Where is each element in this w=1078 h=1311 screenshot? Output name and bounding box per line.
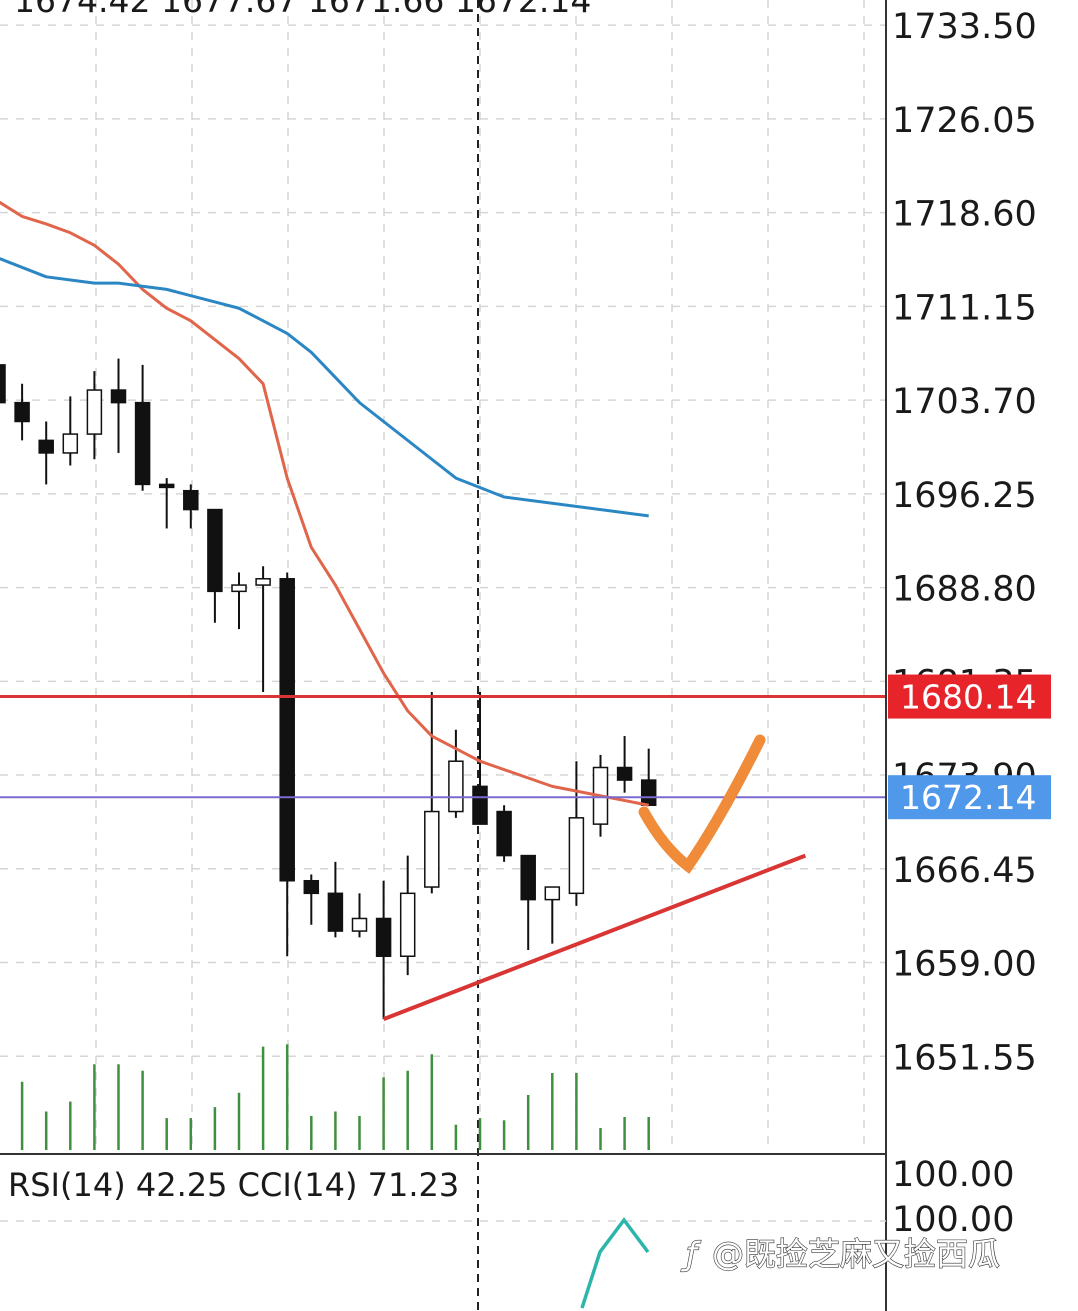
candle[interactable] — [183, 484, 199, 529]
indicator-label: RSI(14) 42.25 CCI(14) 71.23 — [8, 1166, 459, 1204]
candle-body — [255, 578, 271, 586]
ma-slow-line — [0, 257, 649, 518]
candle[interactable] — [38, 421, 54, 485]
y-tick-label: 1666.45 — [892, 851, 1037, 891]
indicator-tick-label: 100.00 — [892, 1200, 1014, 1240]
y-axis: 1733.50 1726.05 1718.60 1711.15 1703.70 1696.… — [0, 0, 1051, 1311]
candle[interactable] — [0, 346, 6, 421]
candle[interactable] — [62, 396, 79, 466]
y-tick-label: 1726.05 — [892, 101, 1037, 141]
candle-body — [544, 886, 561, 901]
candle-body — [86, 389, 103, 435]
candle[interactable] — [86, 371, 103, 460]
candle-body — [520, 854, 536, 901]
candle[interactable] — [110, 358, 127, 453]
y-tick-label: 1659.00 — [892, 945, 1037, 985]
candle-body — [110, 389, 127, 404]
candle-body — [375, 917, 392, 957]
candle[interactable] — [279, 572, 295, 957]
candle[interactable] — [472, 692, 488, 825]
candle-body — [183, 489, 199, 511]
candle-body — [616, 766, 633, 781]
candle-body — [640, 779, 657, 807]
candle-body — [351, 917, 368, 932]
moving-averages — [0, 200, 649, 807]
volume-bars — [20, 1044, 650, 1150]
candle[interactable] — [424, 692, 440, 894]
candle-body — [134, 401, 151, 486]
grid — [0, 0, 886, 1311]
candles — [0, 346, 657, 1020]
price-tag — [888, 674, 1051, 719]
watermark: ƒ @既捡芝麻又捡西瓜 — [679, 1234, 1000, 1273]
watermark-logo-icon: ƒ — [680, 1235, 701, 1273]
candle-body — [207, 508, 223, 593]
candle-body — [472, 785, 488, 825]
candle-body — [424, 810, 440, 888]
price-tag — [888, 775, 1051, 820]
checkmark-annotation — [638, 734, 766, 874]
price-tag-label: 1680.14 — [900, 678, 1036, 717]
candle[interactable] — [231, 572, 247, 630]
candle[interactable] — [544, 886, 561, 944]
price-tag-label: 1672.14 — [900, 778, 1036, 817]
candle[interactable] — [207, 508, 223, 623]
candle-body — [231, 584, 247, 593]
indicator-line — [580, 1217, 650, 1309]
candle[interactable] — [375, 880, 392, 1020]
candle[interactable] — [520, 854, 536, 950]
candle-body — [327, 892, 344, 932]
ma-fast-line — [0, 200, 649, 807]
overlay-lines — [0, 695, 886, 1022]
candle[interactable] — [568, 761, 585, 906]
watermark-text: @既捡芝麻又捡西瓜 — [712, 1235, 1000, 1273]
y-tick-label: 1688.80 — [892, 570, 1037, 610]
candle[interactable] — [496, 805, 512, 862]
candle-body — [38, 439, 54, 454]
candle[interactable] — [399, 855, 416, 976]
candle[interactable] — [303, 874, 320, 925]
ohlc-readout: 1674.42 1677.67 1671.66 1672.14 — [14, 0, 591, 20]
candle-body — [14, 401, 30, 423]
candle-body — [448, 760, 464, 813]
candle-body — [399, 892, 416, 957]
candle-body — [496, 810, 512, 857]
y-tick-label: 1711.15 — [892, 288, 1037, 328]
indicator-tick-label: 100.00 — [892, 1155, 1014, 1195]
candle-body — [568, 817, 585, 895]
candle-body — [279, 578, 295, 882]
y-tick-label: 1733.50 — [892, 7, 1037, 47]
y-tick-label: 1696.25 — [892, 476, 1037, 516]
candle-body — [303, 879, 320, 895]
candle[interactable] — [158, 478, 175, 529]
candle[interactable] — [327, 861, 344, 938]
candle[interactable] — [255, 566, 271, 693]
y-tick-label: 1651.55 — [892, 1038, 1037, 1078]
candle[interactable] — [14, 383, 30, 441]
candle[interactable] — [134, 364, 151, 491]
candle[interactable] — [616, 736, 633, 793]
indicator-panel: 100.00 100.00 — [0, 1155, 1014, 1309]
candle[interactable] — [351, 893, 368, 938]
y-tick-label: 1703.70 — [892, 382, 1037, 422]
y-tick-label: 1718.60 — [892, 195, 1037, 235]
candle-body — [158, 483, 175, 489]
support-trendline — [382, 853, 807, 1022]
candle-body — [0, 364, 6, 404]
candle[interactable] — [448, 729, 464, 818]
candle-body — [62, 433, 79, 454]
